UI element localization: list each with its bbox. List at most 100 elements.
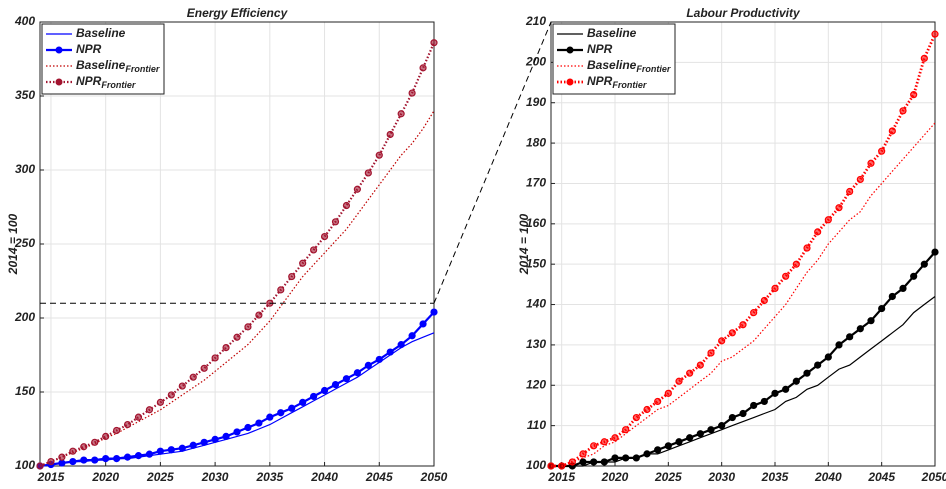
series-marker [931, 30, 939, 38]
series-marker [867, 159, 875, 167]
series-marker [80, 443, 88, 451]
series-marker [558, 462, 566, 470]
series-marker [36, 462, 44, 470]
series-marker [134, 452, 143, 460]
x-tick-label: 2020 [601, 470, 629, 484]
series-marker [310, 246, 318, 254]
series-marker [728, 329, 736, 337]
series-marker [145, 450, 154, 458]
series-marker [255, 311, 263, 319]
y-tick-label: 300 [15, 162, 35, 176]
series-marker [611, 454, 619, 462]
series-marker [782, 385, 790, 393]
series-marker [803, 244, 811, 252]
legend-label: NPR [76, 42, 102, 56]
series-line [39, 110, 435, 467]
series-marker [58, 453, 66, 461]
series-marker [739, 409, 747, 418]
series-marker [69, 447, 77, 455]
series-marker [408, 89, 416, 97]
series-marker [91, 438, 99, 446]
series-marker [200, 438, 208, 446]
series-marker [632, 413, 640, 422]
x-tick-label: 2045 [365, 470, 393, 484]
y-tick-label: 200 [14, 310, 35, 324]
series-marker [910, 91, 918, 99]
series-marker [331, 218, 340, 226]
x-tick-label: 2025 [654, 470, 682, 484]
series-marker [622, 454, 630, 462]
series-marker [288, 404, 296, 412]
y-tick-label: 140 [526, 297, 546, 311]
series-marker [878, 147, 886, 155]
series-marker [233, 333, 241, 341]
x-tick-label: 2025 [146, 470, 174, 484]
series-marker [386, 348, 394, 356]
series-marker [113, 455, 121, 463]
series-marker [331, 381, 340, 389]
series-marker [718, 422, 726, 430]
legend-name: NPR [587, 42, 613, 56]
y-axis-label: 2014 = 100 [6, 213, 20, 275]
series-marker [134, 413, 143, 421]
axes-frame [39, 21, 435, 467]
y-tick-label: 250 [14, 236, 35, 250]
series-marker [397, 110, 405, 118]
series-marker [856, 175, 864, 184]
series-marker [611, 434, 619, 442]
series-marker [675, 377, 683, 385]
series-marker [782, 272, 790, 280]
series-marker [728, 413, 736, 422]
y-tick-label: 210 [525, 14, 546, 28]
series-marker [814, 228, 822, 236]
series-marker [835, 204, 843, 212]
series-marker [750, 309, 758, 317]
y-tick-label: 400 [14, 14, 35, 28]
series-marker [675, 438, 683, 446]
series-marker [80, 456, 88, 464]
y-tick-label: 180 [526, 135, 546, 149]
legend-name: NPR [76, 74, 102, 88]
x-tick-label: 2040 [814, 470, 842, 484]
series-marker [696, 361, 704, 369]
legend-label: NPRFrontier [76, 74, 136, 90]
series-marker [47, 457, 55, 466]
series-marker [622, 426, 630, 434]
series-marker [792, 260, 800, 268]
legend-subscript: Frontier [612, 80, 646, 90]
series-marker [590, 458, 598, 466]
series-marker [200, 364, 208, 372]
x-tick-label: 2035 [761, 470, 789, 484]
series-marker [156, 398, 164, 406]
legend-label: NPR [587, 42, 613, 56]
series-marker [353, 369, 361, 377]
series-marker [266, 413, 274, 421]
series-marker [579, 450, 587, 458]
legend-name: Baseline [587, 26, 637, 40]
series-marker [69, 457, 77, 466]
series-marker [408, 332, 416, 340]
chart-title: Labour Productivity [686, 6, 801, 20]
legend-name: Baseline [76, 26, 126, 40]
legend-marker [566, 46, 574, 54]
series-marker [824, 353, 832, 361]
x-tick-label: 2035 [255, 470, 283, 484]
series-marker [771, 284, 779, 292]
series-marker [299, 259, 307, 267]
series-marker [910, 272, 918, 280]
series-marker [299, 398, 307, 406]
series-marker [654, 446, 662, 454]
legend-name: NPR [76, 42, 102, 56]
series-marker [320, 233, 329, 241]
series-marker [664, 442, 672, 450]
series-marker [178, 382, 186, 390]
series-marker [123, 420, 132, 429]
series-marker [91, 456, 99, 464]
zoom-guide [433, 21, 552, 304]
series-marker [123, 453, 132, 461]
series-marker [931, 248, 939, 256]
series-marker [750, 401, 758, 410]
series-marker [846, 187, 854, 196]
